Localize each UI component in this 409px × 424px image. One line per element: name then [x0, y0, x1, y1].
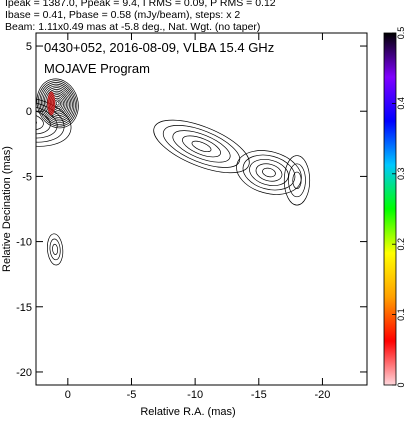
- contour-level: [249, 159, 289, 186]
- contour-level: [41, 83, 75, 123]
- plot-frame: [35, 32, 368, 386]
- header-line-3: Beam: 1.11x0.49 mas at -5.8 deg., Nat. W…: [5, 21, 261, 33]
- colorbar-ticks: 0 0.1 0.2 0.3 0.4 0.5: [392, 27, 406, 388]
- contour-level: [47, 233, 64, 266]
- contour-level: [255, 163, 283, 182]
- chart-subtitle: MOJAVE Program: [44, 61, 150, 76]
- contour-level: [172, 130, 231, 163]
- contour-level: [55, 101, 60, 106]
- y-axis-label: Relative Decination (mas): [1, 146, 13, 272]
- x-axis-label: Relative R.A. (mas): [140, 406, 235, 418]
- contour-level: [262, 167, 276, 178]
- contour-level: [42, 85, 73, 122]
- contour-level: [242, 154, 296, 191]
- x-tick-label: -20: [314, 389, 330, 401]
- x-tick-label: -15: [251, 389, 267, 401]
- contour-level: [36, 104, 58, 139]
- header-line-2: Ibase = 0.41, Pbase = 0.58 (mJy/beam), s…: [5, 9, 241, 21]
- header-line-1: Ipeak = 1387.0, Ppeak = 9.4, I RMS = 0.0…: [5, 0, 276, 9]
- contour-level: [162, 125, 241, 168]
- contour-level: [283, 155, 311, 206]
- colorbar-tick-label: 0.3: [396, 168, 406, 181]
- contour-beam: [47, 233, 64, 266]
- y-tick-label: -15: [16, 302, 32, 314]
- polarization-mark: [47, 91, 56, 116]
- y-tick-label: -20: [16, 367, 32, 379]
- x-tick-label: -5: [127, 389, 137, 401]
- contour-level: [288, 163, 306, 198]
- contour-level: [39, 82, 76, 125]
- contour-core: [36, 78, 79, 129]
- chart-title: 0430+052, 2016-08-09, VLBA 15.4 GHz: [44, 40, 274, 55]
- x-tick-label: 0: [65, 389, 71, 401]
- contour-level: [191, 140, 212, 153]
- contour-level: [36, 100, 65, 143]
- contour-layer: [36, 78, 311, 266]
- contour-level: [36, 109, 51, 135]
- contour-jet-knot-3: [283, 155, 311, 206]
- contour-level: [36, 113, 44, 131]
- y-tick-label: -5: [22, 171, 32, 183]
- colorbar-tick-label: 0.1: [396, 308, 406, 321]
- colorbar-tick-label: 0: [396, 382, 406, 387]
- contour-level: [292, 171, 302, 189]
- contour-level: [182, 135, 221, 158]
- contour-level: [52, 243, 59, 255]
- contour-level: [36, 78, 79, 129]
- colorbar: [383, 32, 397, 386]
- colorbar-tick-label: 0.4: [396, 97, 406, 110]
- contour-jet-knot-1: [153, 119, 250, 174]
- y-tick-label: 0: [26, 106, 32, 118]
- contour-level: [49, 238, 61, 261]
- contour-level: [153, 119, 250, 174]
- colorbar-tick-label: 0.5: [396, 27, 406, 40]
- contour-level: [36, 96, 72, 147]
- colorbar-tick-label: 0.2: [396, 238, 406, 251]
- y-tick-label: 5: [26, 41, 32, 53]
- axes: 0 -5 -10 -15 -20 5 0 -5 -10 -15 -20: [16, 33, 367, 401]
- y-tick-label: -10: [16, 237, 32, 249]
- x-tick-label: -10: [187, 389, 203, 401]
